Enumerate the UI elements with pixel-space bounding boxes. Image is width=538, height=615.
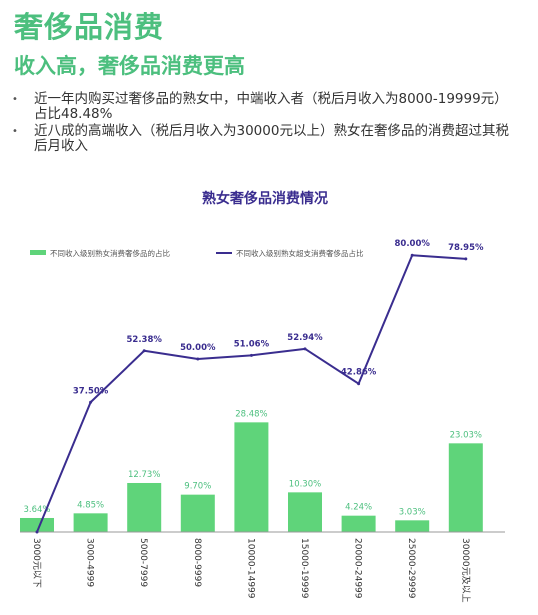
line-value-label: 52.38% [126,335,162,345]
bar [20,517,54,532]
page-subtitle: 收入高，奢侈品消费更高 [14,54,245,78]
legend-line-label: 不同收入级别熟女超支消费奢侈品占比 [236,248,364,258]
bar-value-label: 23.03% [450,430,482,440]
line-point [303,347,307,351]
bar-value-label: 10.30% [289,479,321,489]
bar [234,422,269,532]
bar-value-label: 28.48% [235,409,267,419]
line-point [89,400,93,404]
line-value-label: 52.94% [287,333,323,343]
x-tick-label: 3000元以下 [31,538,41,588]
x-tick-label: 3000-4999 [85,538,95,587]
bar-value-label: 3.64% [23,505,50,515]
bullet-text: 近一年内购买过奢侈品的熟女中，中端收入者（税后月收入为8000-19999元）占… [34,91,508,122]
bar [448,443,483,532]
bar [288,492,322,532]
bar-value-label: 12.73% [128,470,160,480]
line-value-label: 51.06% [234,339,270,349]
legend-bar-swatch [30,250,46,255]
chart-title: 熟女奢侈品消费情况 [202,190,328,207]
bar [341,515,376,532]
bullet-item: • 近八成的高端收入（税后月收入为30000元以上）熟女在奢侈品的消费超过其税后… [10,124,510,154]
line-value-label: 42.86% [341,368,377,378]
line-point [35,530,39,534]
line-point [410,253,414,257]
line-value-label: 80.00% [394,239,430,249]
line-point [142,349,146,353]
x-tick-label: 30000元及以上 [460,538,471,603]
bullet-dot-icon: • [12,126,18,137]
bullet-item: • 近一年内购买过奢侈品的熟女中，中端收入者（税后月收入为8000-19999元… [10,92,510,122]
bar [180,494,215,532]
page-title: 奢侈品消费 [14,10,165,44]
x-tick-label: 5000-7999 [138,538,148,587]
line-value-label: 37.50% [73,386,109,396]
x-tick-label: 25000-29999 [406,538,416,599]
line-value-label: 50.00% [180,343,216,353]
line-point [196,357,200,361]
bar-value-label: 4.85% [77,500,104,510]
bar-value-label: 4.24% [345,503,372,513]
x-tick-label: 10000-14999 [245,538,255,599]
bullet-dot-icon: • [12,94,18,105]
x-tick-label: 15000-19999 [299,538,309,599]
line-point [357,382,361,386]
line-point [464,257,468,261]
line-point [249,353,253,357]
bullet-text: 近八成的高端收入（税后月收入为30000元以上）熟女在奢侈品的消费超过其税后月收… [34,123,509,154]
bar [395,520,430,532]
legend-bar-label: 不同收入级别熟女消费奢侈品的占比 [50,248,170,258]
bar [73,513,108,532]
bullet-list: • 近一年内购买过奢侈品的熟女中，中端收入者（税后月收入为8000-19999元… [10,92,510,156]
x-tick-label: 20000-24999 [353,538,363,599]
bar [127,482,162,532]
line-value-label: 78.95% [448,243,484,253]
x-tick-label: 8000-9999 [192,538,202,587]
bar-value-label: 9.70% [184,482,211,492]
bar-value-label: 3.03% [399,507,426,517]
